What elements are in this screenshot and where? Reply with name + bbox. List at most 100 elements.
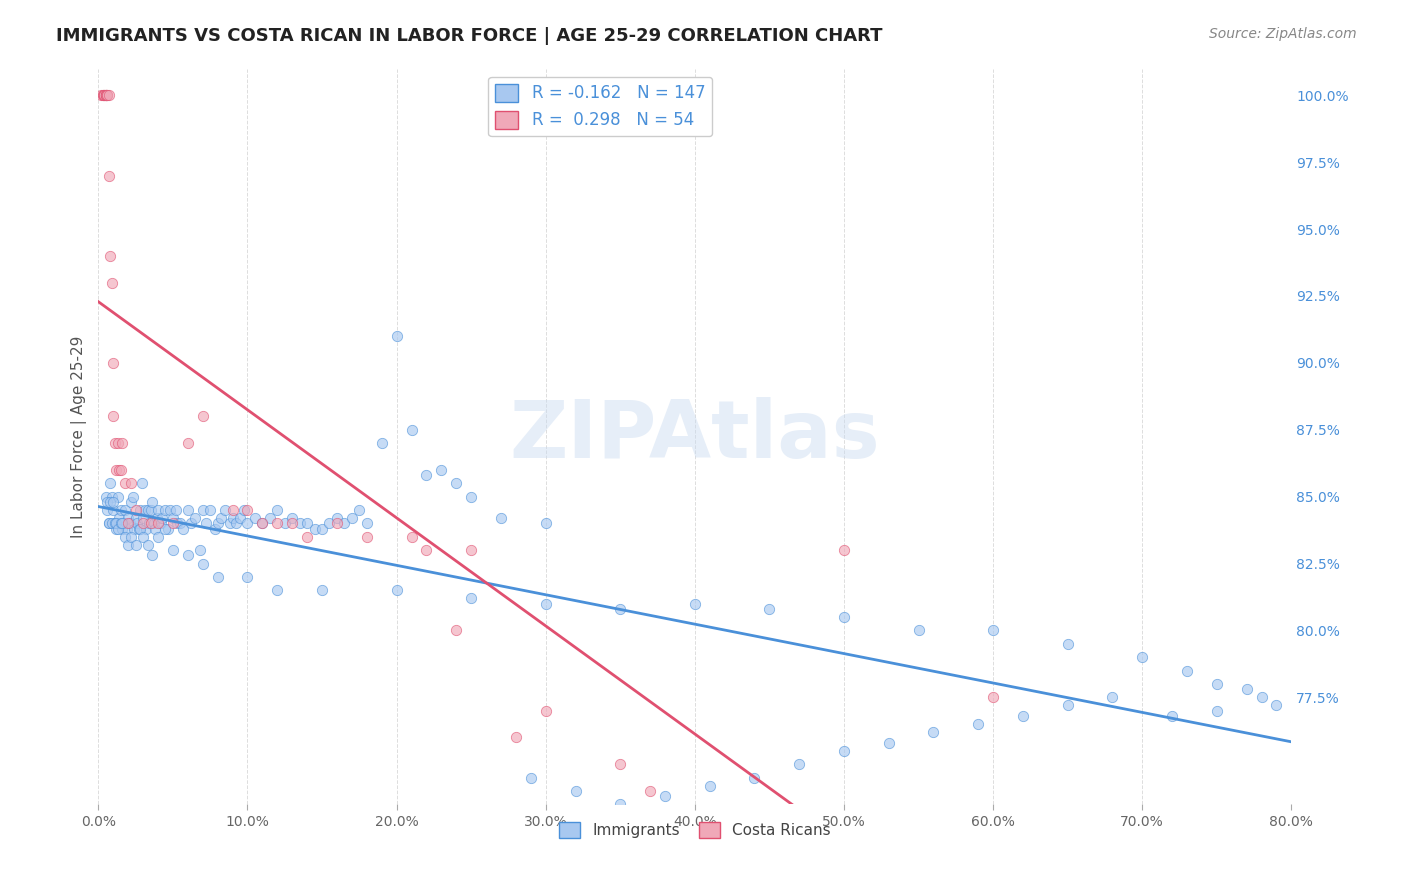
Point [104,436,127,450]
Point [236,570,259,584]
Point [97,88,120,103]
Point [94,88,117,103]
Y-axis label: In Labor Force | Age 25-29: In Labor Force | Age 25-29 [72,335,87,538]
Point [304,522,326,536]
Point [1161,709,1184,723]
Point [96,495,118,509]
Point [191,409,214,424]
Point [236,516,259,531]
Point [209,511,232,525]
Point [146,530,169,544]
Point [699,779,721,793]
Point [877,736,900,750]
Point [981,690,1004,705]
Point [117,516,139,531]
Text: Source: ZipAtlas.com: Source: ZipAtlas.com [1209,27,1357,41]
Point [1056,698,1078,713]
Point [184,511,207,525]
Point [832,610,855,624]
Point [191,557,214,571]
Point [114,476,136,491]
Point [96,88,118,103]
Point [609,757,631,772]
Point [129,522,152,536]
Point [252,516,274,531]
Point [104,516,127,531]
Legend: Immigrants, Costa Ricans: Immigrants, Costa Ricans [553,815,837,845]
Point [225,516,247,531]
Point [111,436,134,450]
Point [108,463,131,477]
Point [97,169,120,183]
Point [139,503,162,517]
Point [91,88,114,103]
Point [295,516,318,531]
Point [787,757,810,772]
Point [415,543,437,558]
Point [318,516,340,531]
Point [177,436,200,450]
Point [141,495,163,509]
Point [97,516,120,531]
Point [107,436,129,450]
Point [103,495,125,509]
Point [114,503,136,517]
Point [128,522,150,536]
Point [97,516,120,531]
Point [139,516,162,531]
Point [94,88,117,103]
Point [444,624,467,638]
Point [281,516,304,531]
Point [121,490,143,504]
Point [460,591,482,606]
Point [1265,698,1288,713]
Point [401,423,423,437]
Point [444,476,467,491]
Point [132,516,155,531]
Point [94,88,117,103]
Point [142,516,165,531]
Point [131,476,153,491]
Point [124,538,146,552]
Point [229,511,252,525]
Point [505,731,527,745]
Point [401,530,423,544]
Point [356,530,378,544]
Point [165,503,187,517]
Point [162,543,184,558]
Point [191,503,214,517]
Point [155,503,177,517]
Point [236,503,259,517]
Point [120,530,142,544]
Point [98,249,121,263]
Point [159,503,181,517]
Point [699,811,721,825]
Point [100,490,122,504]
Point [93,88,115,103]
Point [609,602,631,616]
Point [534,516,557,531]
Point [1175,664,1198,678]
Point [177,503,200,517]
Point [333,516,356,531]
Point [534,597,557,611]
Point [91,88,114,103]
Point [198,503,221,517]
Point [110,503,132,517]
Point [162,516,184,531]
Point [105,516,128,531]
Point [107,490,129,504]
Point [188,543,211,558]
Point [111,516,134,531]
Point [110,516,132,531]
Point [295,530,318,544]
Point [907,624,929,638]
Point [108,511,131,525]
Point [93,88,115,103]
Point [166,516,188,531]
Point [252,516,274,531]
Point [564,784,586,798]
Point [243,511,266,525]
Point [204,522,226,536]
Point [385,583,408,598]
